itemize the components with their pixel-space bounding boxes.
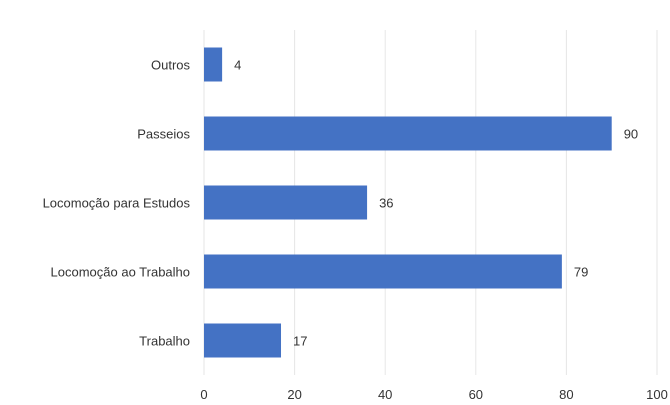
- x-tick-label: 20: [287, 387, 301, 402]
- x-tick-label: 40: [378, 387, 392, 402]
- x-tick-label: 80: [559, 387, 573, 402]
- x-axis-ticks: 0 20 40 60 80 100: [200, 387, 667, 402]
- bar-1: [204, 116, 612, 151]
- bars: [204, 47, 612, 358]
- data-labels: 4 90 36 79 17: [234, 58, 638, 349]
- bar-2: [204, 185, 368, 220]
- bar-4: [204, 323, 282, 358]
- data-label: 36: [379, 196, 393, 211]
- data-label: 4: [234, 58, 241, 73]
- category-label: Outros: [151, 58, 191, 73]
- data-label: 79: [574, 265, 588, 280]
- category-label: Trabalho: [139, 334, 190, 349]
- data-label: 90: [624, 127, 638, 142]
- bar-3: [204, 254, 562, 289]
- category-label: Locomoção para Estudos: [43, 196, 191, 211]
- category-label: Locomoção ao Trabalho: [51, 265, 190, 280]
- x-tick-label: 100: [646, 387, 668, 402]
- x-tick-label: 0: [200, 387, 207, 402]
- category-label: Passeios: [137, 127, 190, 142]
- data-label: 17: [293, 334, 307, 349]
- x-tick-label: 60: [469, 387, 483, 402]
- category-labels: Outros Passeios Locomoção para Estudos Loco…: [43, 58, 191, 349]
- gridlines: [203, 30, 658, 375]
- bar-0: [204, 47, 223, 82]
